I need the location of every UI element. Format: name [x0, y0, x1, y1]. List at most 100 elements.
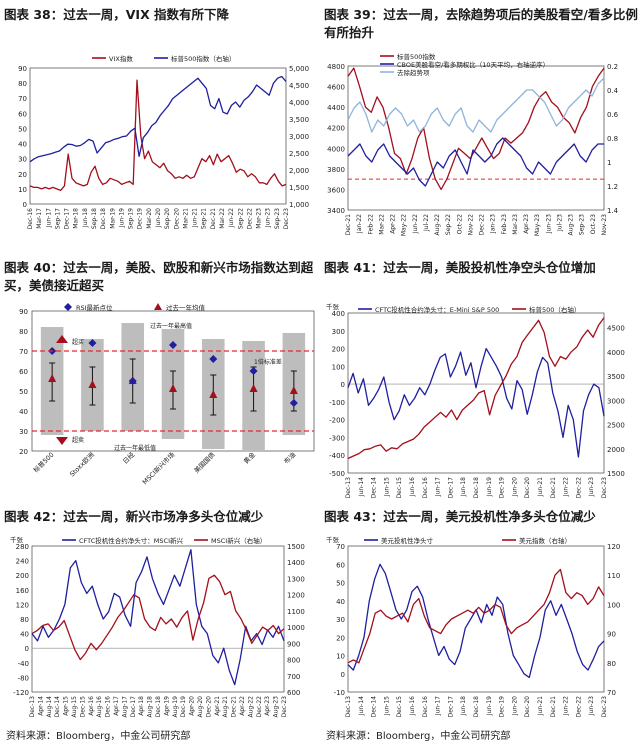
overbought-arrow — [56, 335, 68, 343]
x-tick-label: Dec-21 — [550, 477, 557, 499]
x-tick-label: Mar-22 — [378, 214, 385, 235]
x-tick-label: Aug-19 — [172, 696, 179, 718]
x-tick-label: Mar-19 — [109, 208, 116, 229]
y-right-tick-label: 3,500 — [289, 116, 309, 124]
mean-marker — [209, 390, 218, 398]
y-left-tick-label: 80 — [20, 616, 29, 624]
y-left-tick-label: -100 — [329, 399, 345, 407]
x-tick-label: Mar-17 — [36, 208, 43, 229]
panel-fig42: 图表 42：过去一周，新兴市场净多头仓位减少 -120 -80 -40 0 40 80 12… — [4, 508, 320, 718]
latest-marker — [249, 367, 258, 375]
x-tick-label: Jul-23 — [556, 214, 563, 232]
y-left-tick-label: 200 — [332, 346, 345, 354]
y-left-tick-label: 4200 — [327, 125, 345, 133]
annotation-high: 过去一年最高值 — [150, 322, 192, 330]
latest-marker — [289, 399, 298, 407]
x-tick-label: Jun-23 — [545, 214, 552, 234]
y-left-tick-label: 0 — [25, 645, 29, 653]
latest-marker — [128, 377, 137, 385]
mean-marker — [289, 386, 298, 394]
x-tick-label: Dec-17 — [447, 477, 454, 499]
x-tick-label: Dec-20 — [524, 696, 531, 718]
panel-fig43: 图表 43：过去一周，美元投机性净多头仓位减少 -10 0 10 20 30 40 50 60… — [324, 508, 640, 717]
y-right-tick-label: 1500 — [287, 543, 305, 551]
x-tick-label: Jun-16 — [409, 477, 416, 497]
y-right-tick-label: 3,000 — [289, 133, 309, 141]
y-left-tick-label: -10 — [334, 689, 345, 697]
y-tick-label: 70 — [19, 348, 28, 356]
x-tick-label: Apr-23 — [523, 214, 530, 234]
x-tick-label: Aug-18 — [147, 696, 154, 718]
legend-label: VIX指数 — [109, 54, 133, 63]
x-tick-label: Mar-18 — [73, 208, 80, 229]
y-left-tick-label: 30 — [18, 156, 27, 164]
x-tick-label: Dec-15 — [79, 696, 86, 718]
legend-label: 标普500指数 — [397, 52, 436, 61]
chart-fig42: -120 -80 -40 0 40 80 120 160 200 240 280 600 700 800 9… — [10, 535, 305, 718]
series-line-1 — [29, 75, 287, 163]
y-tick-label: 80 — [19, 328, 28, 336]
x-tick-label: Jun-21 — [192, 208, 199, 228]
y-right-tick-label: 1200 — [287, 592, 305, 600]
series-line-0 — [29, 79, 287, 192]
legend-label: RSI最新点位 — [76, 303, 113, 312]
y-left-tick-label: -80 — [18, 674, 29, 682]
y-right-tick-label: 1100 — [287, 608, 305, 616]
chart-title: 图表 43：过去一周，美元投机性净多头仓位减少 — [324, 509, 596, 524]
x-tick-label: Jun-23 — [265, 208, 272, 228]
y-right-tick-label: 600 — [287, 689, 300, 697]
x-tick-label: Dec-14 — [371, 696, 378, 718]
y-right-tick-label: 80 — [607, 660, 616, 668]
legend-label: 标普500指数（右轴） — [171, 54, 235, 63]
x-tick-label: Jun-18 — [82, 208, 89, 228]
plot-frame — [31, 310, 315, 452]
x-tick-label: Dec-16 — [105, 696, 112, 718]
y-right-tick-label: 2,000 — [289, 167, 309, 175]
y-left-tick-label: 4600 — [327, 84, 345, 92]
y-right-tick-label: 4,500 — [289, 82, 309, 90]
y-left-tick-label: 80 — [18, 80, 27, 88]
y-right-tick-label: 1,500 — [289, 184, 309, 192]
y-left-tick-label: -120 — [13, 689, 29, 697]
y-tick-label: 20 — [19, 448, 28, 456]
y-right-tick-label: 1.2 — [607, 183, 618, 191]
x-tick-label: Dec-19 — [137, 208, 144, 230]
x-tick-label: Jun-19 — [486, 477, 493, 497]
x-tick-label: Aug-22 — [434, 214, 441, 236]
category-label: 日经 — [121, 450, 137, 466]
unit-label: 千张 — [326, 535, 340, 544]
overbought-label: 超买 — [72, 338, 84, 346]
x-tick-label: Oct-22 — [456, 214, 463, 234]
plot-frame — [29, 67, 287, 205]
x-tick-label: Apr-16 — [88, 696, 95, 716]
x-tick-label: Jun-22 — [563, 477, 570, 497]
x-tick-label: May-22 — [401, 214, 408, 236]
x-tick-label: Jun-18 — [460, 696, 467, 716]
category-label: Stoxx欧洲 — [67, 450, 95, 478]
x-tick-label: Apr-22 — [390, 214, 397, 234]
y-left-tick-label: 20 — [18, 171, 27, 179]
x-tick-label: Sep-22 — [445, 214, 452, 235]
series-line-0 — [347, 67, 605, 191]
x-tick-label: Dec-15 — [396, 477, 403, 499]
y-left-tick-label: -200 — [329, 417, 345, 425]
x-tick-label: Jun-14 — [358, 696, 365, 716]
y-right-tick-label: 2500 — [607, 422, 625, 430]
y-left-tick-label: -300 — [329, 434, 345, 442]
series-line-0 — [31, 549, 285, 686]
y-right-tick-label: 2000 — [607, 446, 625, 454]
x-tick-label: Sep-22 — [237, 208, 244, 229]
y-left-tick-label: 4800 — [327, 63, 345, 71]
x-tick-label: Mar-23 — [512, 214, 519, 235]
x-tick-label: Dec-19 — [499, 696, 506, 718]
y-tick-label: 30 — [19, 428, 28, 436]
x-tick-label: Dec-19 — [180, 696, 187, 718]
x-tick-label: Jun-20 — [155, 208, 162, 228]
annotation-low: 过去一年最低值 — [114, 444, 156, 452]
category-label: 美国国债 — [192, 450, 217, 475]
y-left-tick-label: 70 — [336, 543, 345, 551]
x-tick-label: Aug-23 — [568, 214, 575, 236]
y-left-tick-label: -500 — [329, 470, 345, 478]
x-tick-label: Apr-15 — [63, 696, 70, 716]
x-tick-label: Jun-18 — [460, 477, 467, 497]
